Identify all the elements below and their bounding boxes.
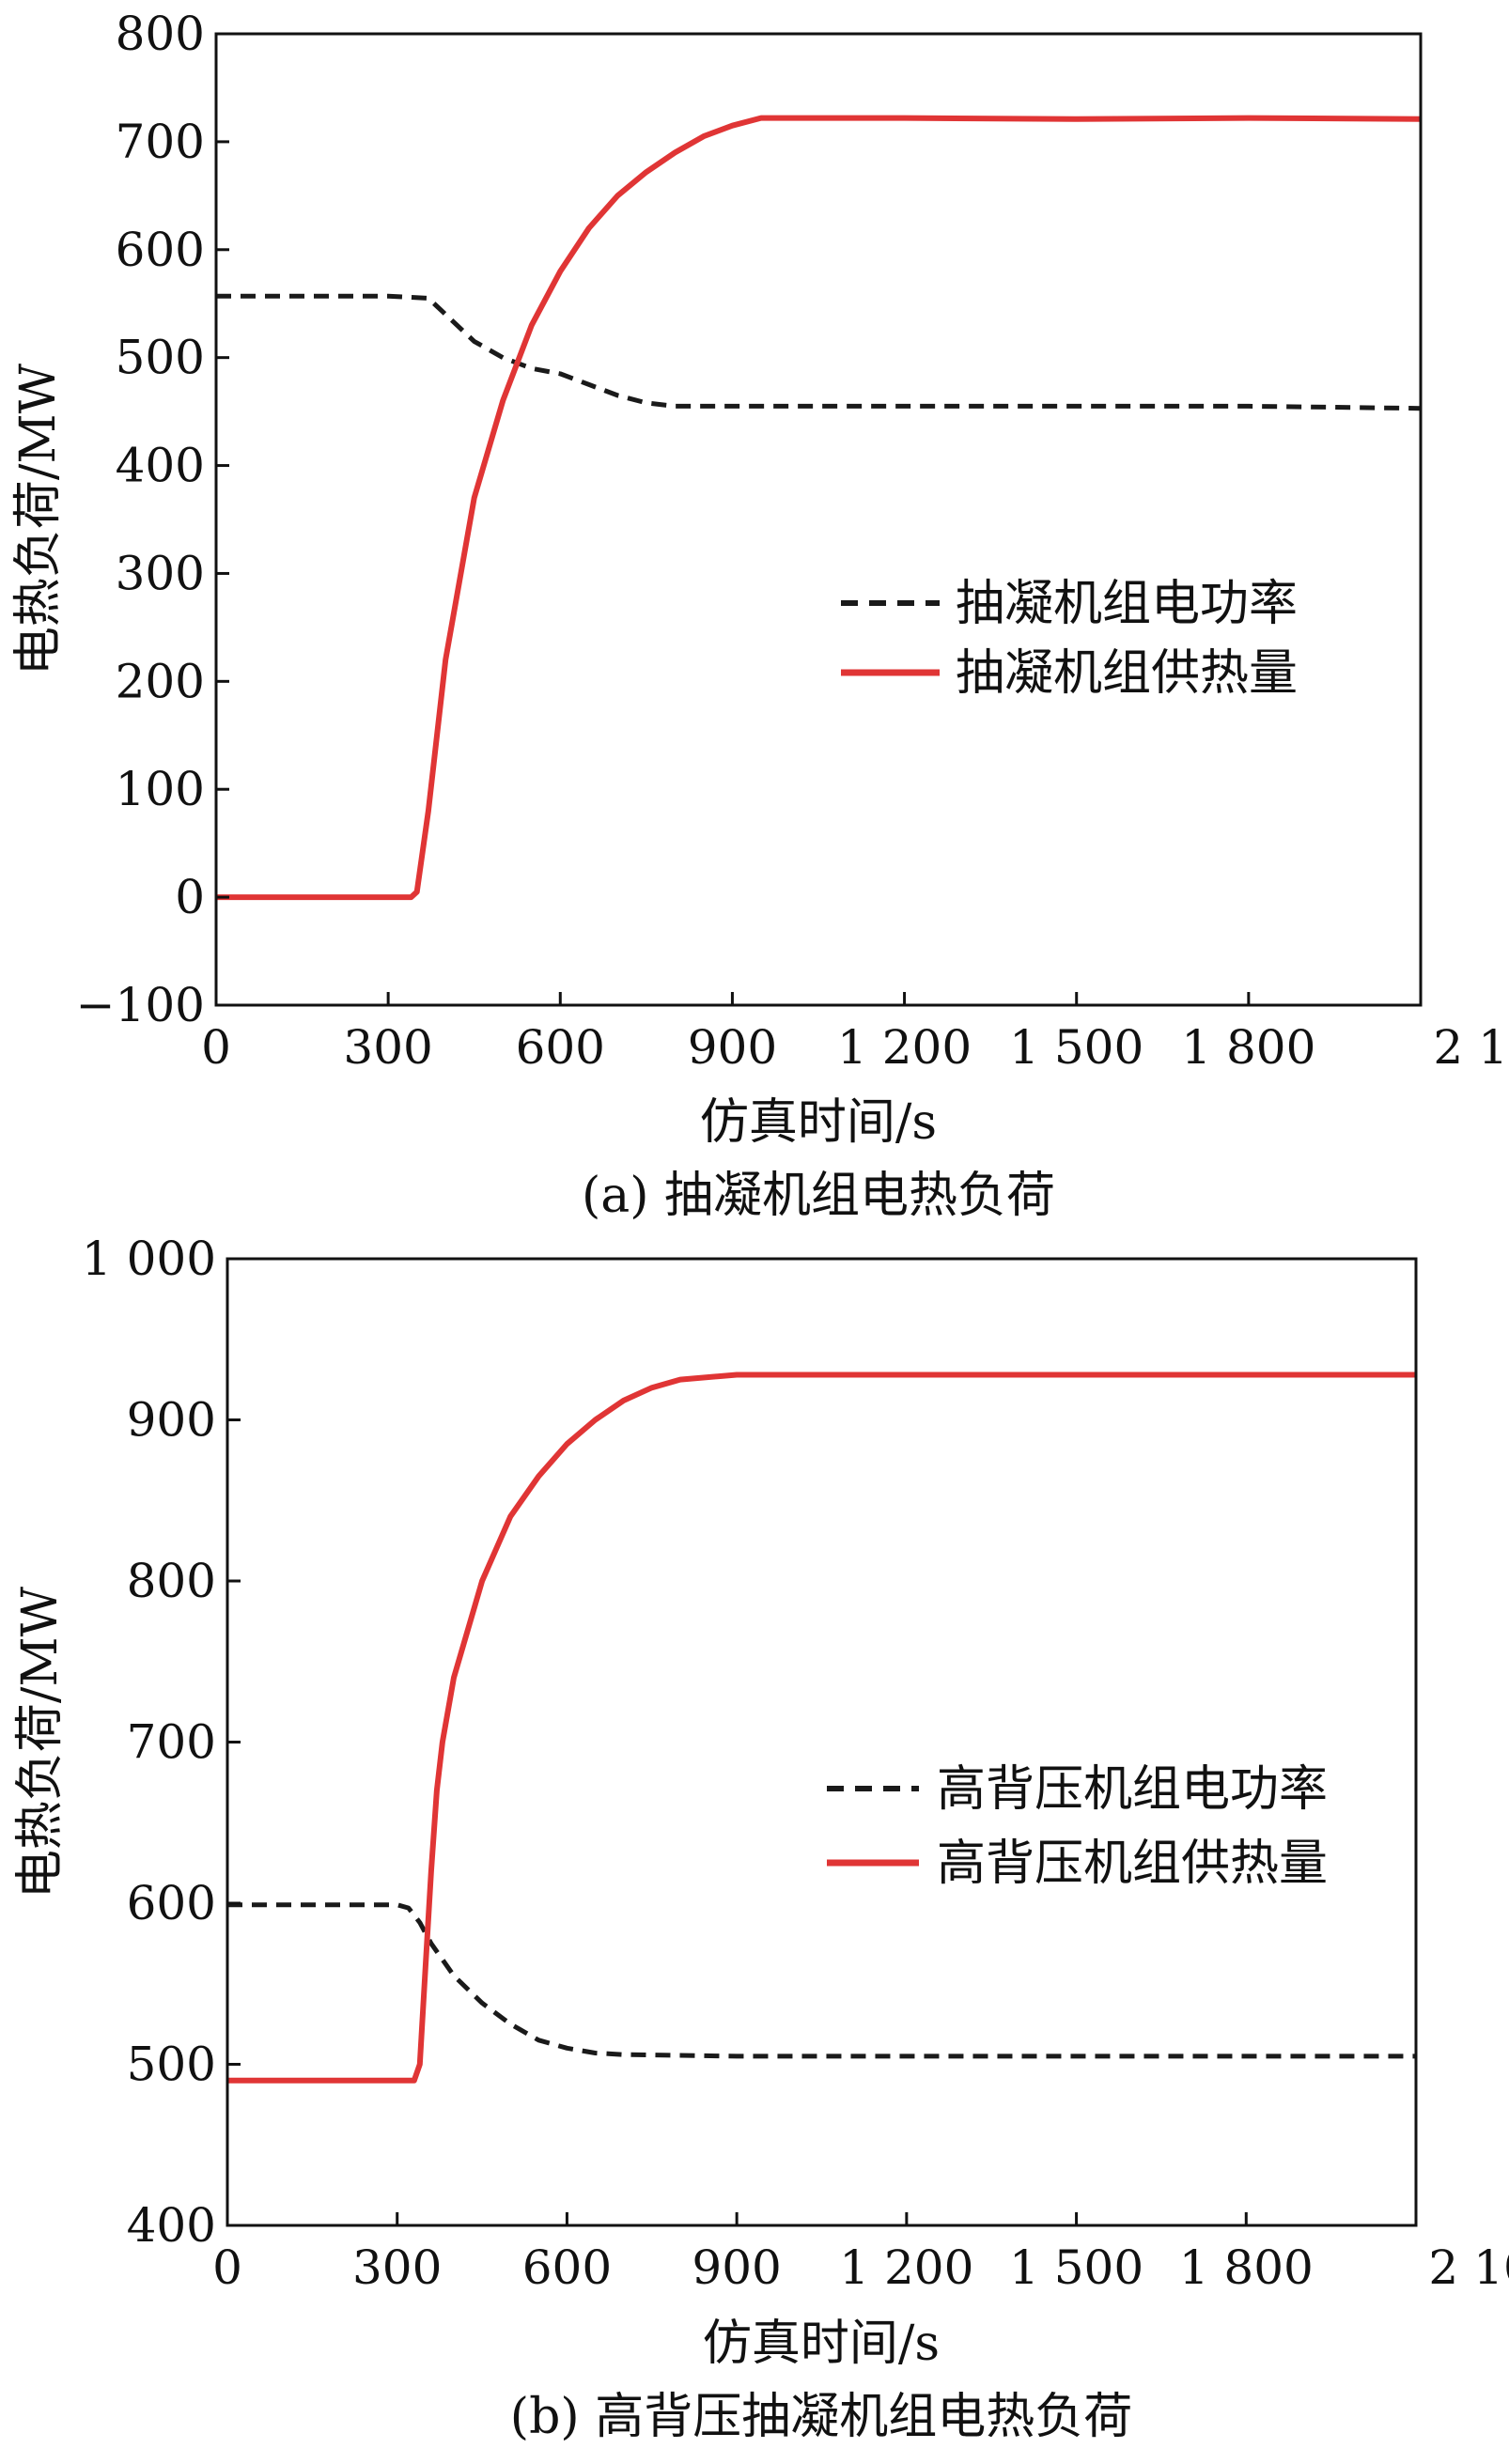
panel-b-y-axis: 400 500 600 700 800 900 1 000 bbox=[82, 1232, 241, 2253]
panel-b-x-tick-label: 0 bbox=[212, 2240, 242, 2295]
panel-b-x-tick-label: 1 200 bbox=[839, 2240, 973, 2295]
panel-a-y-tick-label: 400 bbox=[116, 439, 205, 493]
panel-a-x-tick-label: 1 500 bbox=[1009, 1020, 1143, 1075]
panel-a-x-tick-label: 0 bbox=[201, 1020, 231, 1075]
panel-b-y-tick-label: 900 bbox=[127, 1393, 216, 1448]
panel-a-x-tick-label: 1 800 bbox=[1181, 1020, 1315, 1075]
panel-b-x-tick-label: 1 500 bbox=[1009, 2240, 1143, 2295]
panel-b-series-heat-line bbox=[227, 1371, 1416, 2084]
panel-b-x-tick-label: 300 bbox=[352, 2240, 442, 2295]
panel-a-y-tick-label: 100 bbox=[116, 762, 205, 816]
panel-a-y-tick-label: 700 bbox=[116, 115, 205, 169]
panel-b-x-tick-label: 1 800 bbox=[1179, 2240, 1314, 2295]
panel-b-legend-label-heat: 高背压机组供热量 bbox=[937, 1836, 1328, 1892]
panel-b-series-power-line bbox=[227, 1902, 1416, 2059]
panel-a-x-tick-label: 600 bbox=[516, 1020, 605, 1075]
panel-a-y-tick-label: 500 bbox=[116, 331, 205, 385]
panel-b-y-tick-label: 600 bbox=[127, 1876, 216, 1930]
panel-a-x-axis: 0 300 600 900 1 200 1 500 1 800 2 100 bbox=[201, 992, 1509, 1075]
panel-b-legend-label-power: 高背压机组电功率 bbox=[937, 1761, 1328, 1818]
panel-a-caption: (a) 抽凝机组电热负荷 bbox=[582, 1168, 1055, 1224]
panel-b-x-tick-label: 2 100 bbox=[1428, 2240, 1509, 2295]
panel-a-x-axis-title: 仿真时间/s bbox=[700, 1094, 937, 1151]
panel-a-y-axis: −100 0 100 200 300 400 500 600 700 800 bbox=[76, 7, 229, 1032]
panel-a-y-tick-label: 600 bbox=[116, 223, 205, 277]
panel-a-y-tick-label: 800 bbox=[116, 7, 205, 61]
panel-a-series-heat-line bbox=[216, 115, 1422, 901]
panel-a-y-tick-label: 200 bbox=[116, 654, 205, 708]
panel-b-y-tick-label: 1 000 bbox=[82, 1232, 216, 1286]
panel-a-x-tick-label: 1 200 bbox=[837, 1020, 972, 1075]
panel-a-x-tick-label: 2 100 bbox=[1433, 1020, 1509, 1075]
panel-b-y-axis-title: 电热负荷/MW bbox=[12, 1586, 69, 1898]
panel-a-x-tick-label: 900 bbox=[688, 1020, 777, 1075]
chart-panel-b: 0 300 600 900 1 200 1 500 1 800 2 100 400 500 600… bbox=[12, 1232, 1509, 2445]
panel-b-x-tick-label: 600 bbox=[522, 2240, 612, 2295]
panel-b-y-tick-label: 800 bbox=[127, 1554, 216, 1608]
panel-a-y-tick-label: 0 bbox=[175, 870, 205, 924]
panel-a-legend: 抽凝机组电功率 抽凝机组供热量 bbox=[841, 576, 1298, 702]
panel-b-y-tick-label: 700 bbox=[127, 1715, 216, 1770]
panel-b-x-axis-title: 仿真时间/s bbox=[703, 2316, 940, 2372]
panel-b-y-tick-label: 500 bbox=[127, 2038, 216, 2092]
panel-b-y-tick-label: 400 bbox=[127, 2198, 216, 2253]
panel-b-x-axis: 0 300 600 900 1 200 1 500 1 800 2 100 bbox=[212, 2212, 1509, 2295]
panel-a-x-tick-label: 300 bbox=[343, 1020, 432, 1075]
panel-a-plot-frame bbox=[214, 32, 1423, 1007]
panel-a-y-tick-label: −100 bbox=[76, 978, 205, 1032]
panel-b-legend: 高背压机组电功率 高背压机组供热量 bbox=[827, 1761, 1328, 1892]
panel-b-series-group bbox=[227, 1371, 1416, 2084]
panel-a-series-group bbox=[216, 115, 1422, 901]
panel-a-legend-label-heat: 抽凝机组供热量 bbox=[956, 645, 1298, 702]
panel-b-caption: (b) 高背压抽凝机组电热负荷 bbox=[510, 2389, 1132, 2445]
panel-a-y-tick-label: 300 bbox=[116, 546, 205, 600]
panel-b-x-tick-label: 900 bbox=[692, 2240, 781, 2295]
panel-a-series-power-line bbox=[216, 293, 1422, 411]
panel-a-y-axis-title: 电热负荷/MW bbox=[10, 363, 67, 675]
panel-a-legend-label-power: 抽凝机组电功率 bbox=[956, 576, 1298, 632]
